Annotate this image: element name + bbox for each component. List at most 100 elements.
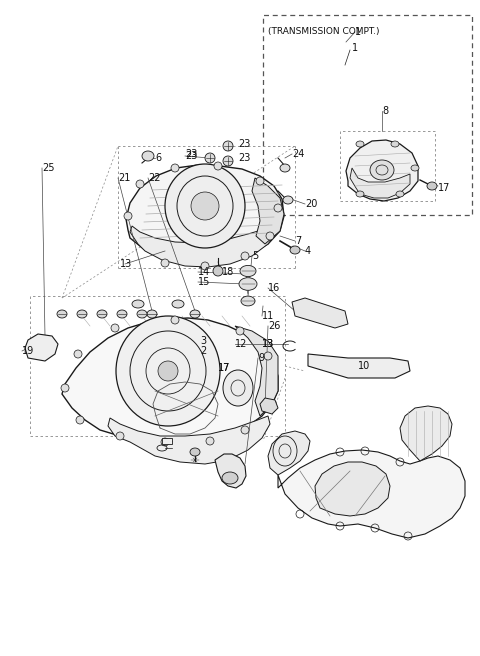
Text: 18: 18 — [222, 267, 234, 277]
Ellipse shape — [116, 432, 124, 440]
Text: 17: 17 — [218, 363, 230, 373]
Ellipse shape — [264, 352, 272, 360]
Ellipse shape — [57, 310, 67, 318]
Bar — [162, 438, 172, 444]
Ellipse shape — [137, 310, 147, 318]
Ellipse shape — [391, 141, 399, 147]
Text: 2: 2 — [200, 346, 206, 356]
Text: 20: 20 — [305, 199, 317, 209]
Text: 11: 11 — [262, 311, 274, 321]
Polygon shape — [346, 140, 418, 201]
Ellipse shape — [61, 384, 69, 392]
Text: 17: 17 — [438, 183, 450, 193]
Ellipse shape — [132, 300, 144, 308]
Polygon shape — [278, 450, 465, 538]
Polygon shape — [308, 354, 410, 378]
Polygon shape — [108, 416, 270, 464]
Ellipse shape — [213, 266, 223, 276]
Polygon shape — [130, 226, 278, 267]
Ellipse shape — [256, 177, 264, 185]
Text: 10: 10 — [358, 361, 370, 371]
Ellipse shape — [266, 232, 274, 240]
Text: 8: 8 — [382, 106, 388, 116]
Ellipse shape — [142, 151, 154, 161]
Ellipse shape — [396, 191, 404, 197]
Ellipse shape — [280, 164, 290, 172]
Ellipse shape — [136, 180, 144, 188]
Text: 23: 23 — [238, 139, 251, 149]
Ellipse shape — [223, 156, 233, 166]
Ellipse shape — [74, 350, 82, 358]
Ellipse shape — [274, 204, 282, 212]
Text: 19: 19 — [22, 346, 34, 356]
Text: 26: 26 — [268, 321, 280, 331]
Text: 23: 23 — [185, 149, 197, 159]
Polygon shape — [268, 431, 310, 475]
Polygon shape — [25, 334, 58, 361]
Ellipse shape — [214, 162, 222, 170]
Text: 13: 13 — [262, 339, 274, 349]
Ellipse shape — [191, 192, 219, 220]
Text: 5: 5 — [252, 251, 258, 261]
Polygon shape — [62, 318, 278, 442]
Polygon shape — [126, 165, 284, 264]
Ellipse shape — [241, 426, 249, 434]
Ellipse shape — [201, 262, 209, 270]
Text: 23: 23 — [185, 151, 197, 161]
Polygon shape — [292, 298, 348, 328]
Polygon shape — [315, 462, 390, 516]
Text: 23: 23 — [238, 153, 251, 163]
Ellipse shape — [76, 416, 84, 424]
Ellipse shape — [240, 266, 256, 277]
Ellipse shape — [171, 316, 179, 324]
Text: 13: 13 — [120, 259, 132, 269]
Ellipse shape — [239, 277, 257, 291]
Ellipse shape — [172, 300, 184, 308]
Text: 9: 9 — [258, 353, 264, 363]
Ellipse shape — [241, 296, 255, 306]
Polygon shape — [260, 398, 278, 414]
Ellipse shape — [117, 310, 127, 318]
Ellipse shape — [165, 164, 245, 248]
Ellipse shape — [161, 438, 169, 446]
Text: 6: 6 — [155, 153, 161, 163]
Ellipse shape — [205, 153, 215, 163]
Polygon shape — [400, 406, 452, 461]
Ellipse shape — [370, 160, 394, 180]
Ellipse shape — [111, 324, 119, 332]
Ellipse shape — [158, 361, 178, 381]
Ellipse shape — [190, 310, 200, 318]
Polygon shape — [252, 178, 284, 244]
Text: 15: 15 — [198, 277, 210, 287]
Text: (TRANSMISSION COMPT.): (TRANSMISSION COMPT.) — [268, 27, 380, 36]
Ellipse shape — [241, 252, 249, 260]
Text: 1: 1 — [352, 43, 358, 53]
Ellipse shape — [283, 196, 293, 204]
Text: 13: 13 — [262, 339, 274, 349]
Ellipse shape — [223, 141, 233, 151]
Ellipse shape — [222, 472, 238, 484]
Ellipse shape — [77, 310, 87, 318]
Text: 17: 17 — [218, 363, 230, 373]
Ellipse shape — [427, 182, 437, 190]
Text: 4: 4 — [305, 246, 311, 256]
Text: 25: 25 — [42, 163, 55, 173]
Text: 21: 21 — [118, 173, 131, 183]
Text: 1: 1 — [355, 27, 361, 37]
Ellipse shape — [356, 141, 364, 147]
Text: 24: 24 — [292, 149, 304, 159]
Text: 22: 22 — [148, 173, 160, 183]
Polygon shape — [235, 326, 278, 416]
Ellipse shape — [411, 165, 419, 171]
Text: 3: 3 — [200, 336, 206, 346]
Text: 16: 16 — [268, 283, 280, 293]
Polygon shape — [350, 168, 410, 198]
Ellipse shape — [97, 310, 107, 318]
Ellipse shape — [236, 327, 244, 335]
Text: 14: 14 — [198, 267, 210, 277]
Ellipse shape — [266, 402, 274, 410]
Ellipse shape — [223, 370, 253, 406]
Ellipse shape — [290, 246, 300, 254]
Ellipse shape — [356, 191, 364, 197]
Ellipse shape — [171, 164, 179, 172]
